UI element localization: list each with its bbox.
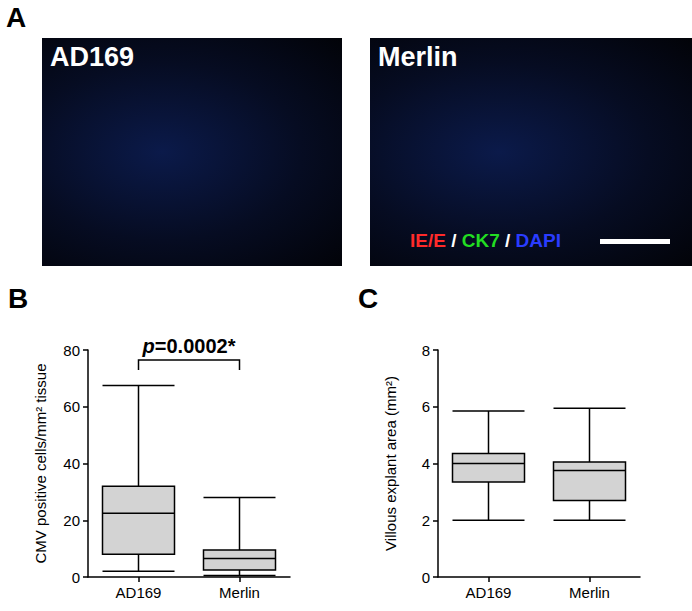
- svg-text:4: 4: [422, 455, 430, 472]
- svg-text:40: 40: [63, 455, 80, 472]
- svg-text:Merlin: Merlin: [569, 584, 610, 601]
- svg-text:C: C: [358, 283, 378, 314]
- svg-text:p: p: [142, 335, 155, 357]
- svg-text:2: 2: [422, 512, 430, 529]
- svg-text:0: 0: [72, 569, 80, 586]
- html-text:Merlin: Merlin: [378, 42, 458, 72]
- svg-text:Merlin: Merlin: [219, 584, 260, 601]
- svg-text:60: 60: [63, 398, 80, 415]
- svg-text:CMV positive cells/mm² tissue: CMV positive cells/mm² tissue: [32, 363, 49, 563]
- html-text:IE/E / CK7 / DAPI: IE/E / CK7 / DAPI: [410, 230, 561, 251]
- svg-text:8: 8: [422, 342, 430, 359]
- svg-text:80: 80: [63, 342, 80, 359]
- html-text:AD169: AD169: [50, 42, 134, 72]
- svg-text:Villous explant area (mm²): Villous explant area (mm²): [382, 376, 399, 551]
- html-text:A: A: [6, 2, 27, 33]
- svg-text:AD169: AD169: [116, 584, 162, 601]
- svg-text:6: 6: [422, 398, 430, 415]
- svg-text:20: 20: [63, 512, 80, 529]
- svg-text:=0.0002*: =0.0002*: [155, 335, 236, 357]
- svg-text:B: B: [8, 283, 28, 314]
- svg-text:AD169: AD169: [466, 584, 512, 601]
- svg-text:0: 0: [422, 569, 430, 586]
